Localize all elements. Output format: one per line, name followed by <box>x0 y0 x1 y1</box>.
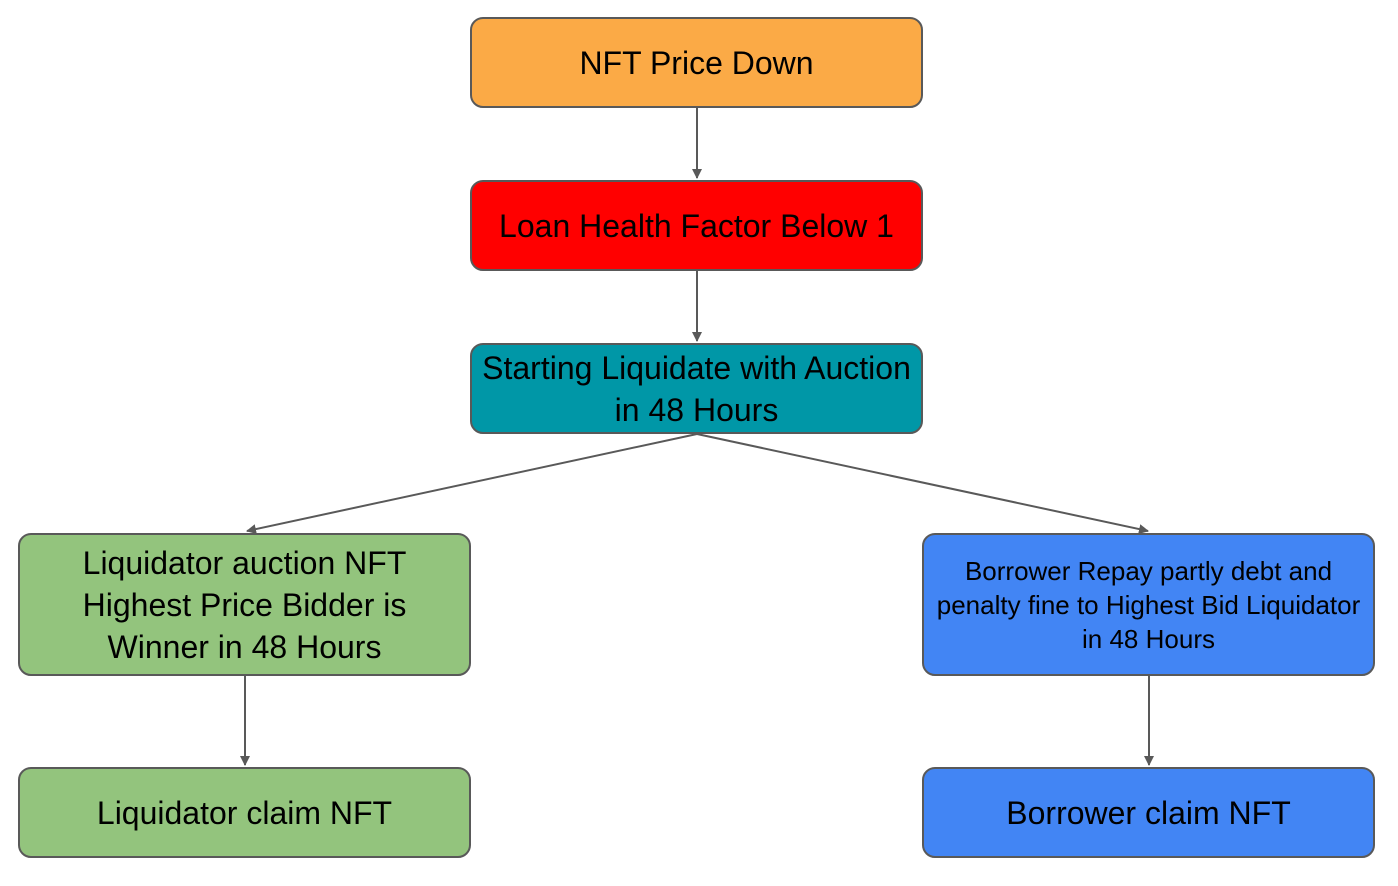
node-starting-liquidate: Starting Liquidate with Auction in 48 Ho… <box>470 343 923 434</box>
arrow-auction-to-liquidator-bid <box>246 433 698 534</box>
node-borrower-repay: Borrower Repay partly debt and penalty f… <box>922 533 1375 676</box>
node-liquidator-claim: Liquidator claim NFT <box>18 767 471 858</box>
arrow-auction-to-borrower-repay <box>696 433 1149 534</box>
node-liquidator-auction: Liquidator auction NFT Highest Price Bid… <box>18 533 471 676</box>
node-borrower-claim: Borrower claim NFT <box>922 767 1375 858</box>
node-loan-health-factor: Loan Health Factor Below 1 <box>470 180 923 271</box>
node-nft-price-down: NFT Price Down <box>470 17 923 108</box>
